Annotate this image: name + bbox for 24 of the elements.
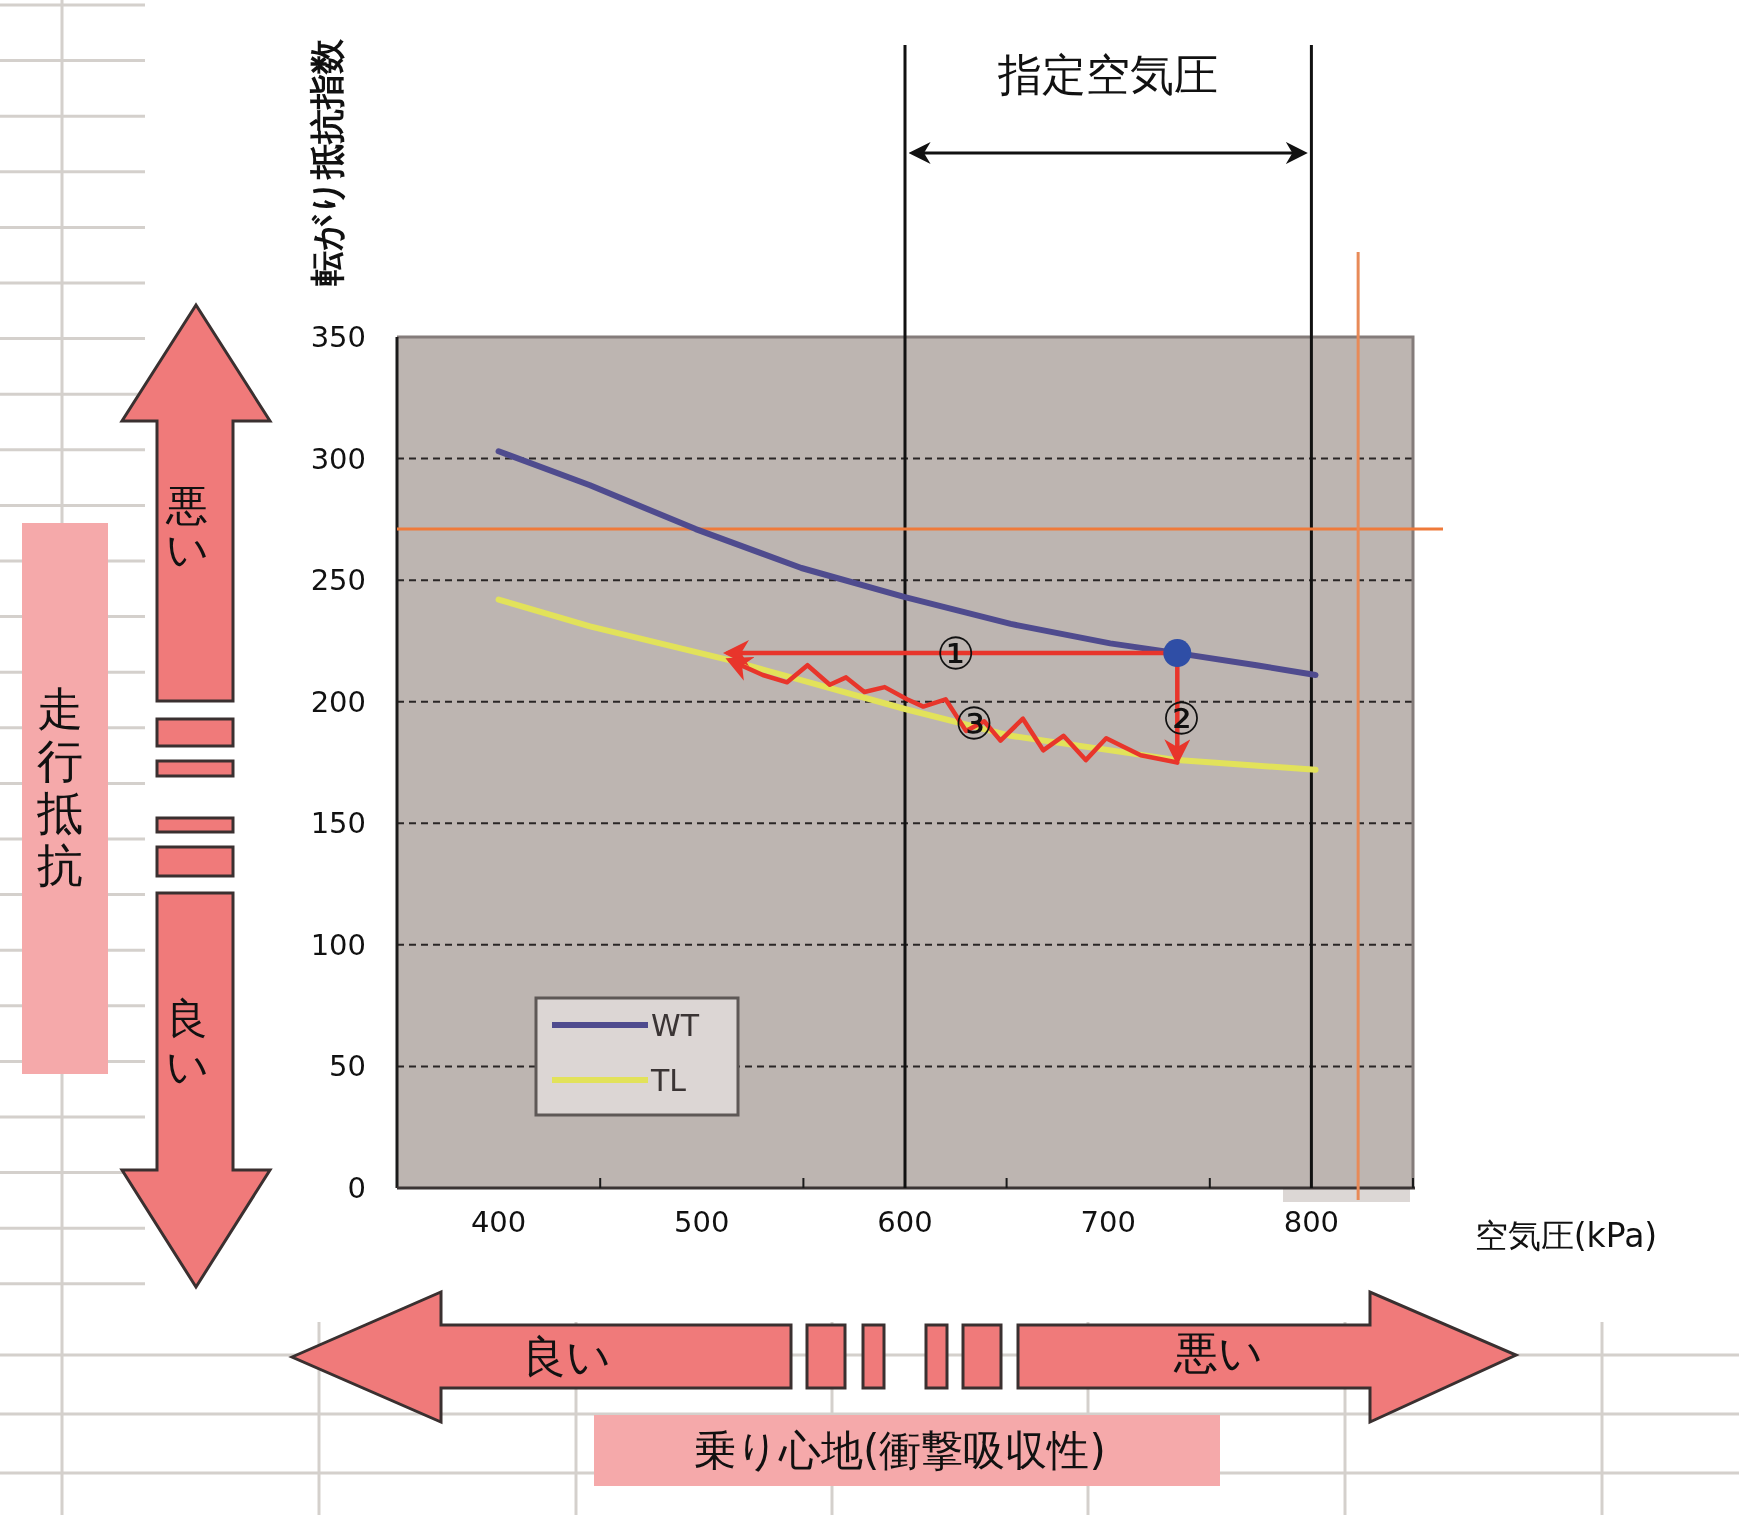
annotation: 悪い — [165, 480, 209, 574]
y-tick-label: 100 — [310, 927, 366, 962]
x-tick-label: 400 — [470, 1205, 527, 1239]
x-tick-label: 500 — [674, 1205, 730, 1239]
annotation: 良い — [521, 1330, 611, 1382]
annotation: 走行抵抗 — [37, 682, 83, 892]
annotation: 乗り心地(衝撃吸収性) — [694, 1425, 1106, 1475]
y-tick-label: 0 — [347, 1171, 366, 1205]
legend-label: TL — [650, 1062, 687, 1098]
x-axis-title: 空気圧(kPa) — [1474, 1215, 1658, 1255]
y-tick-label: 200 — [310, 684, 366, 719]
y-axis-title: 転がり抵抗指数 — [307, 38, 347, 286]
y-tick-label: 250 — [310, 563, 366, 598]
annotation: 良い — [165, 993, 209, 1091]
y-tick-label: 350 — [310, 320, 366, 354]
y-tick-label: 300 — [310, 441, 366, 476]
x-tick-label: 600 — [877, 1205, 933, 1239]
annotation: 指定空気圧 — [908, 48, 1308, 164]
legend-label: WT — [651, 1007, 700, 1043]
y-tick-label: 50 — [329, 1049, 366, 1084]
y-tick-label: 150 — [310, 806, 366, 841]
x-tick-label: 800 — [1283, 1205, 1340, 1239]
x-tick-label: 700 — [1080, 1205, 1136, 1239]
annotation: 悪い — [1173, 1326, 1263, 1378]
